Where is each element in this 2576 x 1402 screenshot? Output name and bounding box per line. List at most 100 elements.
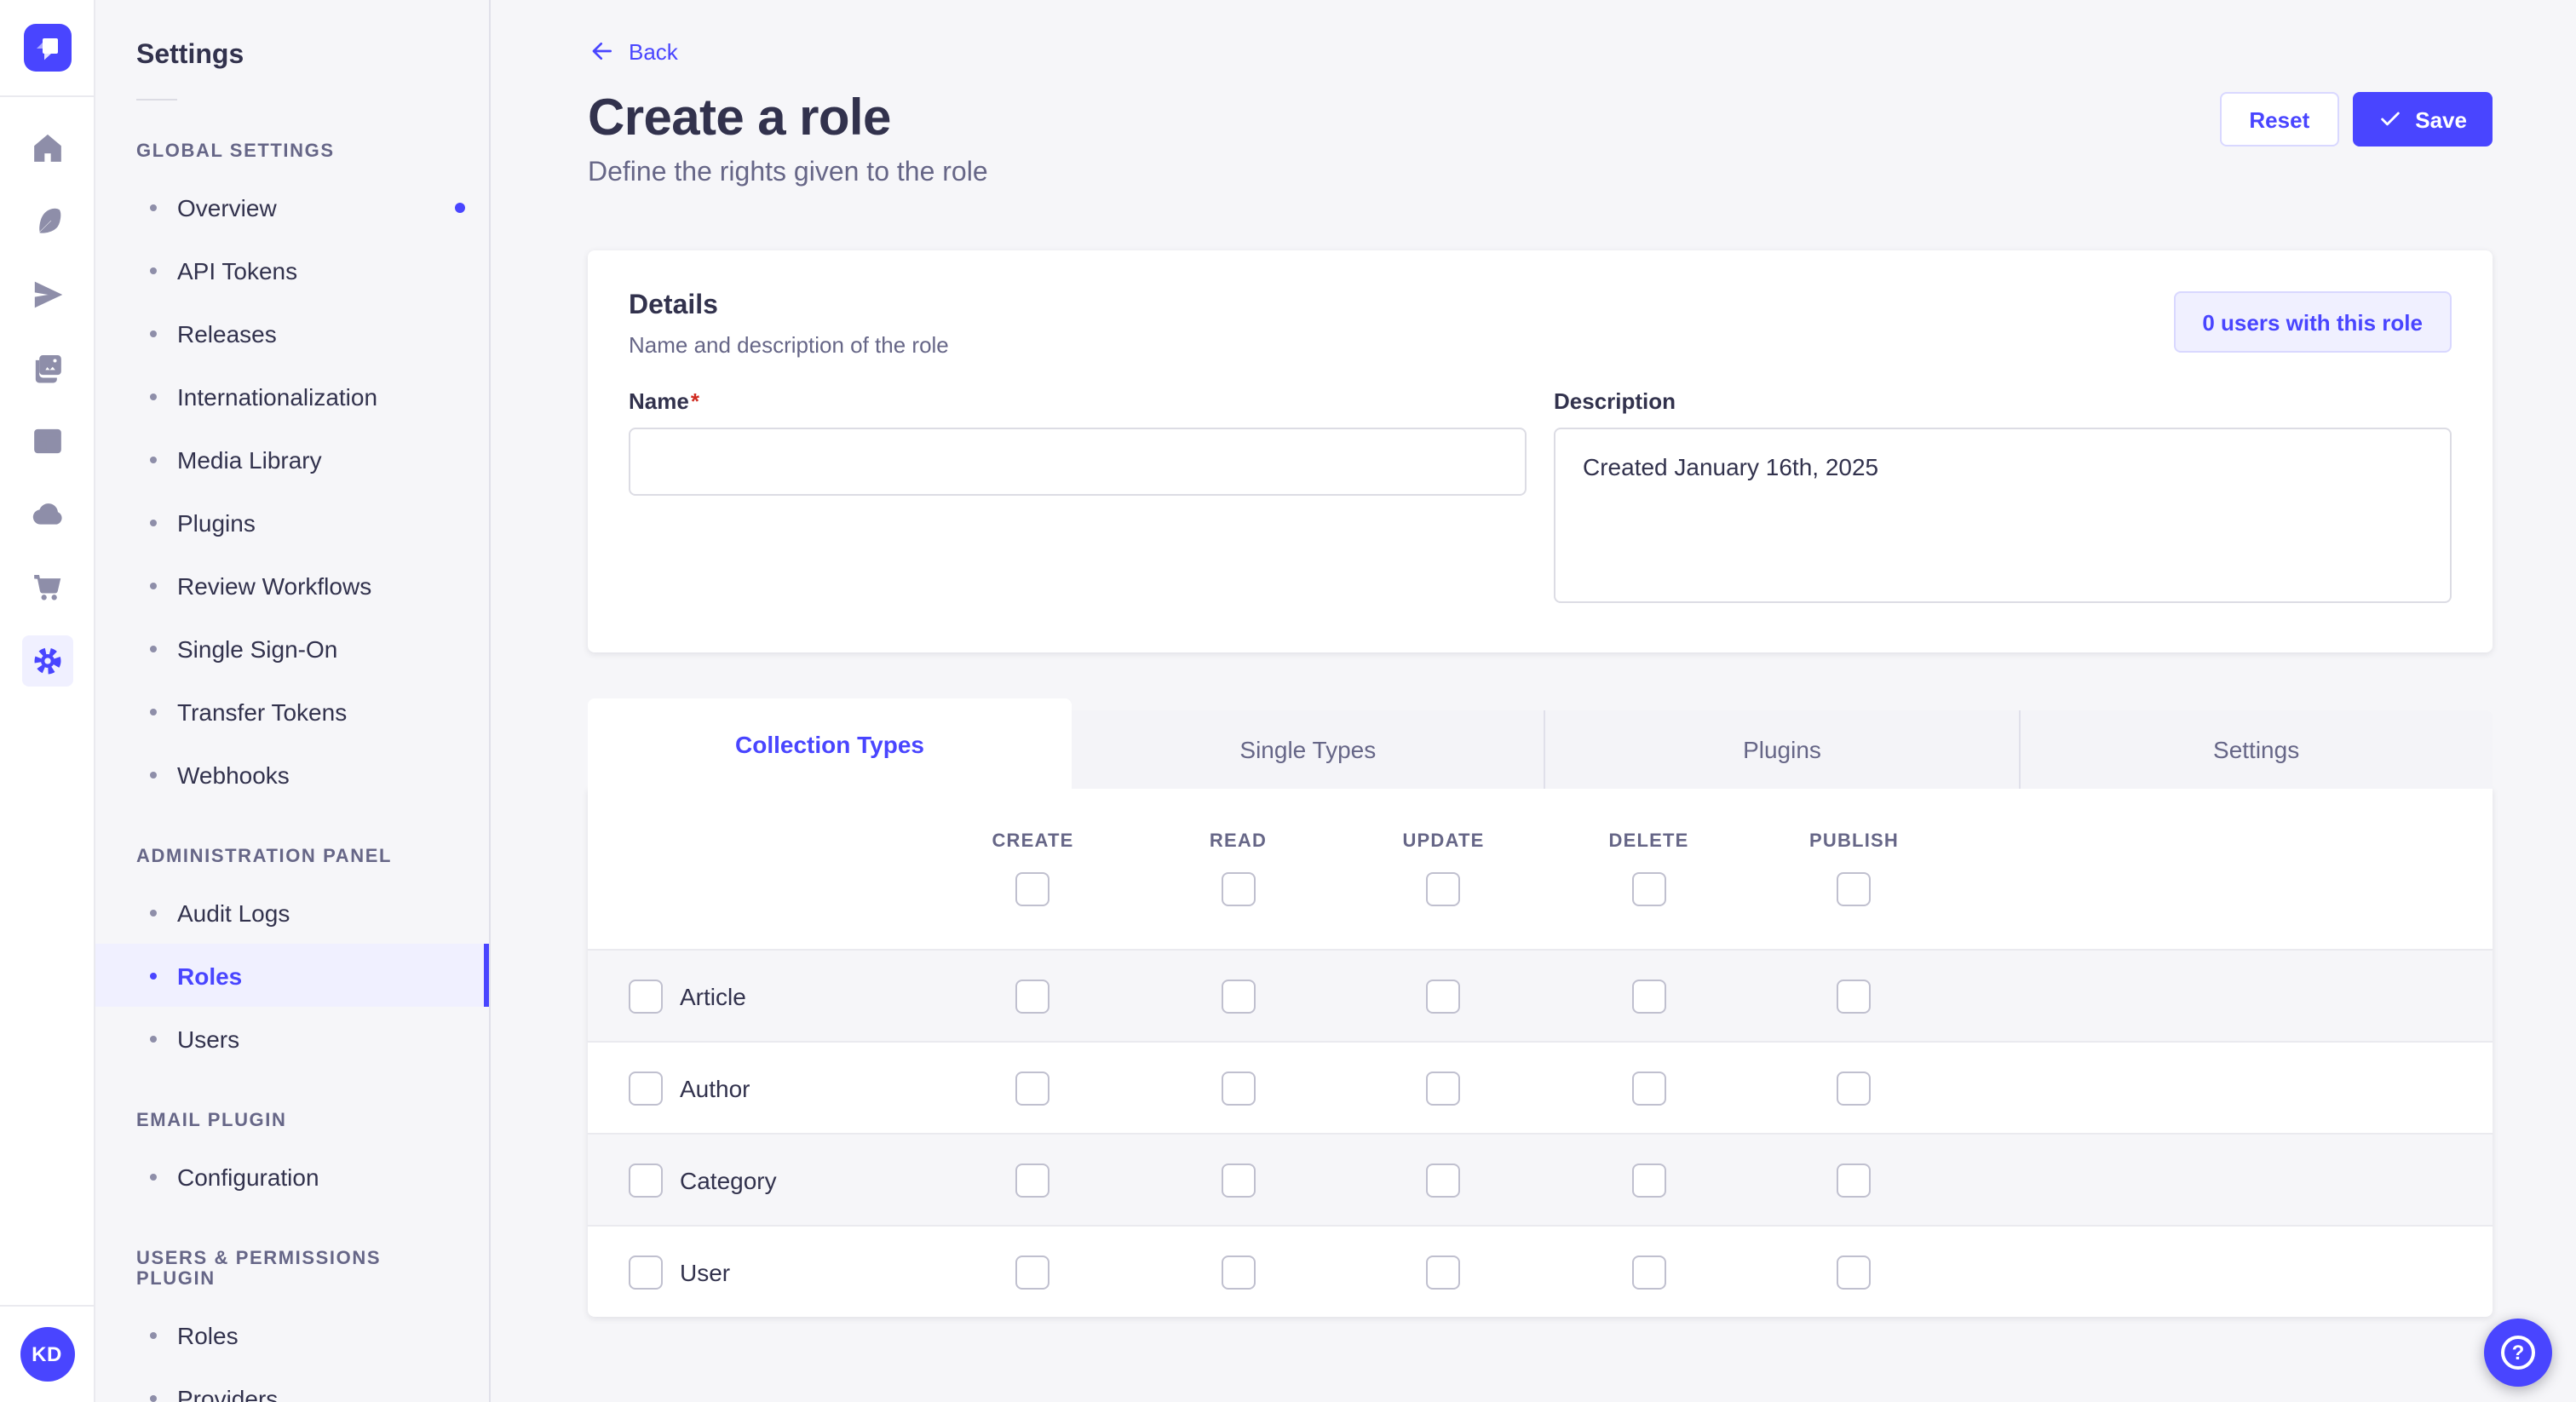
paper-plane-icon[interactable]: [21, 269, 72, 320]
sidebar-item-configuration[interactable]: Configuration: [95, 1145, 489, 1208]
save-label: Save: [2415, 106, 2467, 132]
sidebar-item-media-library[interactable]: Media Library: [95, 428, 489, 491]
bullet-icon: [150, 1394, 157, 1401]
sidebar-item-webhooks[interactable]: Webhooks: [95, 743, 489, 806]
user-publish-checkbox[interactable]: [1837, 1255, 1872, 1289]
sidebar-item-overview[interactable]: Overview: [95, 175, 489, 238]
back-label: Back: [629, 38, 678, 64]
tab-plugins[interactable]: Plugins: [1544, 710, 2019, 789]
author-publish-checkbox[interactable]: [1837, 1071, 1872, 1105]
sidebar-item-users[interactable]: Users: [95, 1007, 489, 1070]
select-all-read-checkbox[interactable]: [1221, 872, 1256, 906]
bullet-icon: [150, 645, 157, 652]
column-update: UPDATE: [1341, 831, 1546, 906]
description-label: Description: [1554, 388, 1676, 414]
description-field-group: Description Created January 16th, 2025: [1554, 388, 2452, 612]
description-textarea[interactable]: Created January 16th, 2025: [1554, 428, 2452, 603]
table-row-article: Article: [588, 949, 2493, 1041]
category-publish-checkbox[interactable]: [1837, 1163, 1872, 1197]
select-all-publish-checkbox[interactable]: [1837, 872, 1872, 906]
author-row-checkbox[interactable]: [629, 1071, 663, 1105]
cloud-icon[interactable]: [21, 489, 72, 540]
bullet-icon: [150, 267, 157, 273]
sidebar-item-transfer-tokens[interactable]: Transfer Tokens: [95, 680, 489, 743]
sidebar-item-audit-logs[interactable]: Audit Logs: [95, 881, 489, 944]
details-card: Details Name and description of the role…: [588, 250, 2493, 652]
author-read-checkbox[interactable]: [1221, 1071, 1256, 1105]
category-create-checkbox[interactable]: [1015, 1163, 1050, 1197]
rail-icon-list: [0, 97, 94, 687]
sidebar-item-providers[interactable]: Providers: [95, 1366, 489, 1402]
logo-area: [0, 0, 94, 97]
nav-rail: KD: [0, 0, 95, 1402]
save-button[interactable]: Save: [2352, 92, 2493, 147]
section-label-users-permissions-plugin: USERS & PERMISSIONS PLUGIN: [136, 1249, 382, 1290]
sidebar-item-roles-up[interactable]: Roles: [95, 1303, 489, 1366]
sidebar-item-single-sign-on[interactable]: Single Sign-On: [95, 617, 489, 680]
feather-icon[interactable]: [21, 196, 72, 247]
article-read-checkbox[interactable]: [1221, 979, 1256, 1013]
category-delete-checkbox[interactable]: [1631, 1163, 1666, 1197]
select-all-create-checkbox[interactable]: [1015, 872, 1050, 906]
home-icon[interactable]: [21, 123, 72, 174]
user-create-checkbox[interactable]: [1015, 1255, 1050, 1289]
tab-single-types[interactable]: Single Types: [1239, 736, 1377, 763]
sidebar-item-releases[interactable]: Releases: [95, 302, 489, 365]
row-label: Article: [680, 982, 746, 1009]
tab-settings[interactable]: Settings: [2018, 710, 2493, 789]
settings-gear-icon[interactable]: [21, 635, 72, 687]
select-all-delete-checkbox[interactable]: [1631, 872, 1666, 906]
table-row-author: Author: [588, 1041, 2493, 1133]
category-read-checkbox[interactable]: [1221, 1163, 1256, 1197]
details-title: Details: [629, 291, 718, 320]
author-create-checkbox[interactable]: [1015, 1071, 1050, 1105]
sidebar-item-plugins[interactable]: Plugins: [95, 491, 489, 554]
page-title: Create a role: [588, 90, 891, 147]
user-read-checkbox[interactable]: [1221, 1255, 1256, 1289]
article-create-checkbox[interactable]: [1015, 979, 1050, 1013]
row-label: User: [680, 1258, 731, 1285]
back-link[interactable]: Back: [588, 37, 678, 65]
column-create: CREATE: [930, 831, 1136, 906]
user-avatar[interactable]: KD: [20, 1327, 74, 1382]
column-label-update: UPDATE: [1402, 831, 1485, 852]
help-button[interactable]: ?: [2484, 1319, 2552, 1387]
bullet-icon: [150, 393, 157, 399]
media-library-icon[interactable]: [21, 342, 72, 394]
category-update-checkbox[interactable]: [1426, 1163, 1461, 1197]
bullet-icon: [150, 519, 157, 526]
page-subtitle: Define the rights given to the role: [588, 158, 988, 187]
permissions-card: Collection Types Single Types Plugins Se…: [588, 698, 2493, 1317]
select-all-update-checkbox[interactable]: [1426, 872, 1461, 906]
users-with-role-button[interactable]: 0 users with this role: [2173, 291, 2452, 353]
category-row-checkbox[interactable]: [629, 1163, 663, 1197]
user-update-checkbox[interactable]: [1426, 1255, 1461, 1289]
row-label: Author: [680, 1074, 750, 1101]
name-input[interactable]: [629, 428, 1527, 496]
sidebar-item-review-workflows[interactable]: Review Workflows: [95, 554, 489, 617]
strapi-logo-glyph: [36, 38, 57, 60]
section-label-administration-panel: ADMINISTRATION PANEL: [136, 847, 393, 867]
tab-collection-types[interactable]: Collection Types: [588, 698, 1072, 789]
user-row-checkbox[interactable]: [629, 1255, 663, 1289]
sidebar-title-divider: [136, 99, 177, 101]
row-label: Category: [680, 1166, 777, 1193]
author-delete-checkbox[interactable]: [1631, 1071, 1666, 1105]
layout-icon[interactable]: [21, 416, 72, 467]
sidebar-item-api-tokens[interactable]: API Tokens: [95, 238, 489, 302]
article-row-checkbox[interactable]: [629, 979, 663, 1013]
sidebar-item-internationalization[interactable]: Internationalization: [95, 365, 489, 428]
permissions-table-header: CREATE READ UPDATE DELETE: [588, 789, 2493, 949]
sidebar-item-roles-admin[interactable]: Roles: [95, 944, 489, 1007]
cart-icon[interactable]: [21, 562, 72, 613]
strapi-logo-icon[interactable]: [23, 24, 71, 72]
reset-button[interactable]: Reset: [2220, 92, 2339, 147]
author-update-checkbox[interactable]: [1426, 1071, 1461, 1105]
article-delete-checkbox[interactable]: [1631, 979, 1666, 1013]
user-delete-checkbox[interactable]: [1631, 1255, 1666, 1289]
main-content: Back Create a role Reset Save Define the…: [491, 0, 2576, 1402]
section-label-email-plugin: EMAIL PLUGIN: [136, 1111, 287, 1131]
details-heading: Details Name and description of the role: [629, 291, 949, 358]
article-publish-checkbox[interactable]: [1837, 979, 1872, 1013]
article-update-checkbox[interactable]: [1426, 979, 1461, 1013]
